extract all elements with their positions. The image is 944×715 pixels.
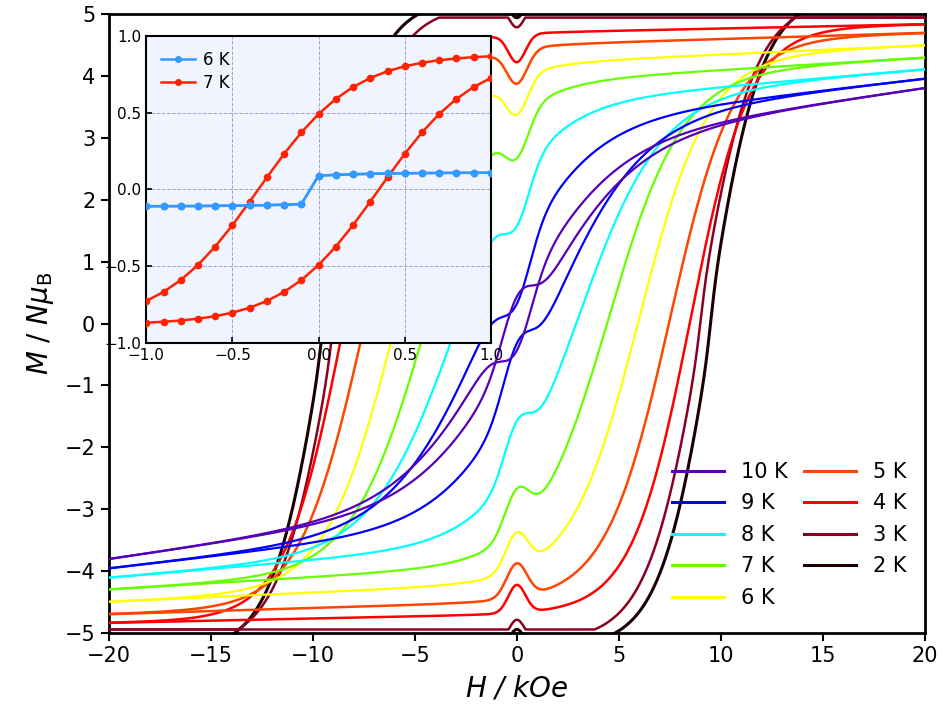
Legend: 10 K, 9 K, 8 K, 7 K, 6 K, 5 K, 4 K, 3 K, 2 K: 10 K, 9 K, 8 K, 7 K, 6 K, 5 K, 4 K, 3 K,… (664, 454, 915, 616)
X-axis label: $H$ / kOe: $H$ / kOe (465, 674, 568, 702)
Y-axis label: $M$ / $N\mu_\mathrm{B}$: $M$ / $N\mu_\mathrm{B}$ (25, 272, 57, 375)
Legend: 6 K, 7 K: 6 K, 7 K (155, 44, 236, 99)
